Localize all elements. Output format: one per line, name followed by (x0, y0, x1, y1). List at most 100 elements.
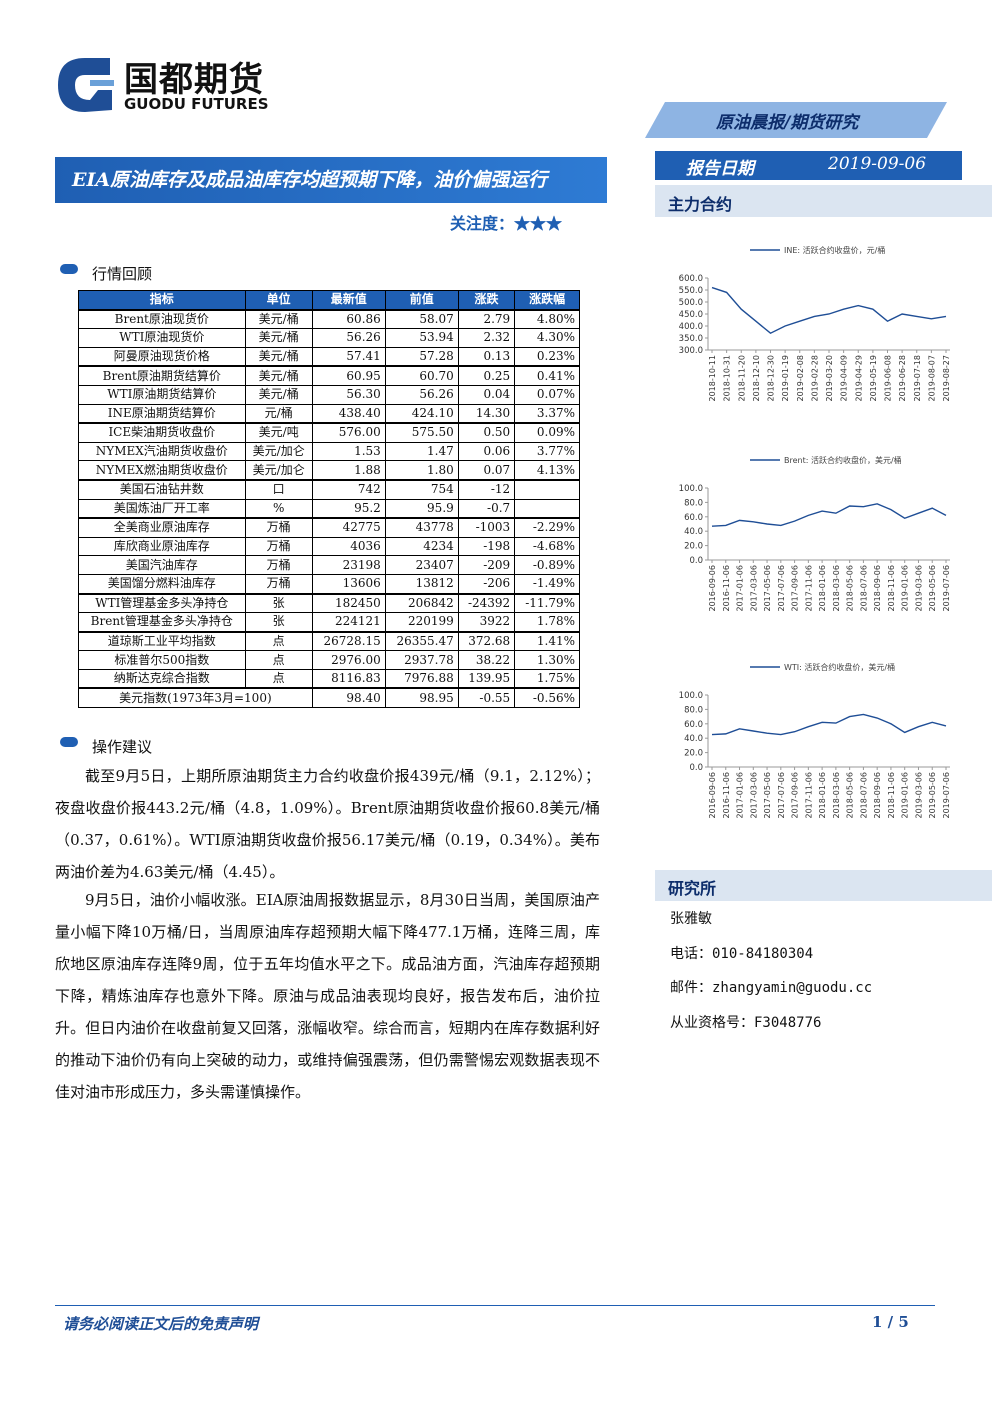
table-cell: 1.41% (514, 630, 580, 652)
table-cell: 3.77% (514, 441, 580, 462)
contract-heading: 主力合约 (668, 195, 733, 214)
institute-bar (655, 870, 992, 901)
table-cell: 美国石油钻井数 (78, 478, 246, 500)
table-cell: 点 (244, 630, 313, 652)
x-tick-label: 2018-10-11 (708, 355, 717, 402)
x-tick-label: 2018-03-06 (832, 565, 841, 612)
table-cell: 1.88 (311, 460, 386, 481)
table-cell: -1.49% (514, 573, 580, 595)
section-icon (60, 264, 78, 274)
table-cell: 98.40 (311, 687, 386, 709)
table-cell: 美元/加仑 (244, 441, 313, 462)
y-tick-label: 100.0 (679, 484, 703, 494)
x-tick-label: 2018-01-06 (818, 772, 827, 819)
x-tick-label: 2019-08-07 (927, 355, 936, 402)
x-tick-label: 2018-11-06 (887, 772, 896, 819)
license: 从业资格号：F3048776 (670, 1015, 822, 1031)
chart: INE: 活跃合约收盘价，元/桶 300.0 350.0 400.0 450.0 500.… (679, 245, 951, 402)
y-tick-label: 40.0 (684, 527, 703, 537)
company-en: GUODU FUTURES (124, 95, 269, 113)
chart: WTI: 活跃合约收盘价，美元/桶 0.0 20.0 40.0 60.0 80.0 100.… (679, 662, 951, 819)
table-row: 美国炼油厂开工率% 95.2 95.9 -0.7 (78, 498, 580, 519)
x-tick-label: 2019-01-06 (901, 772, 910, 819)
x-tick-label: 2018-09-06 (873, 772, 882, 819)
table-cell: 7976.88 (384, 668, 459, 689)
x-tick-label: 2016-11-06 (722, 565, 731, 612)
table-cell (514, 478, 580, 500)
table-cell: 口 (244, 478, 313, 500)
legend: INE: 活跃合约收盘价，元/桶 (784, 245, 885, 255)
y-tick-label: 40.0 (684, 734, 703, 744)
x-tick-label: 2019-05-19 (869, 355, 878, 402)
table-row: 美国馏分燃料油库存 万桶 13606 13812 -206 -1.49% (78, 573, 580, 595)
table-row: WTI管理基金多头净持仓张 182450 206842 -24392 -11.79% (78, 592, 580, 614)
x-tick-label: 2019-08-27 (942, 355, 951, 402)
table-cell: 1.53 (311, 441, 386, 462)
table-cell: NYMEX燃油期货收盘价 (78, 460, 246, 481)
table-cell: INE原油期货结算价 (78, 403, 246, 424)
table-cell: 0.41% (514, 365, 580, 386)
table-cell: 95.2 (311, 498, 386, 519)
table-cell: 张 (244, 592, 313, 614)
table-cell: 道琼斯工业平均指数 (78, 630, 246, 652)
table-cell: 53.94 (384, 328, 459, 348)
table-cell: 万桶 (244, 517, 313, 538)
table-cell: 2937.78 (384, 650, 459, 670)
table-cell: 42775 (311, 517, 386, 538)
x-tick-label: 2016-11-06 (722, 772, 731, 819)
table-cell: 全美商业原油库存 (78, 517, 246, 538)
table-cell: 2.79 (457, 308, 516, 330)
x-tick-label: 2017-09-06 (791, 772, 800, 819)
paragraph: 截至9月5日，上期所原油期货主力合约收盘价报439元/桶（9.1，2.12%）；… (55, 767, 600, 881)
table-cell: 0.07% (514, 384, 580, 405)
table-cell: -0.55 (457, 687, 516, 709)
x-tick-label: 2018-11-06 (887, 565, 896, 612)
table-row: Brent原油现货价 美元/桶 60.86 58.07 2.79 4.80% (78, 308, 580, 330)
table-cell: 标准普尔500指数 (78, 650, 246, 670)
table-cell: Brent原油现货价 (78, 308, 246, 330)
table-row: NYMEX汽油期货收盘价 美元/加仑 1.53 1.47 0.06 3.77% (78, 441, 580, 462)
date-bar (655, 151, 962, 180)
x-tick-label: 2018-07-06 (859, 772, 868, 819)
footer-rule (55, 1305, 935, 1306)
x-tick-label: 2018-07-06 (859, 565, 868, 612)
x-tick-label: 2019-03-06 (914, 565, 923, 612)
table-cell: -24392 (457, 592, 516, 614)
table-cell: -206 (457, 573, 516, 595)
x-tick-label: 2017-07-06 (777, 565, 786, 612)
table-cell: 23198 (311, 555, 386, 575)
x-tick-label: 2018-05-06 (846, 565, 855, 612)
table-cell: 60.95 (311, 365, 386, 386)
x-tick-label: 2019-06-08 (884, 355, 893, 402)
table-cell: 23407 (384, 555, 459, 575)
y-tick-label: 300.0 (679, 346, 703, 356)
table-cell: 点 (244, 668, 313, 689)
table-cell: 0.07 (457, 460, 516, 481)
y-tick-label: 100.0 (679, 691, 703, 701)
x-tick-label: 2018-12-10 (752, 355, 761, 402)
x-tick-label: 2017-09-06 (791, 565, 800, 612)
legend: WTI: 活跃合约收盘价，美元/桶 (784, 662, 895, 672)
y-tick-label: 500.0 (679, 298, 703, 308)
y-tick-label: 20.0 (684, 749, 703, 759)
table-cell: 阿曼原油现货价格 (78, 346, 246, 367)
table-row: NYMEX燃油期货收盘价 美元/加仑 1.88 1.80 0.07 4.13% (78, 460, 580, 481)
table-cell: 3.37% (514, 403, 580, 424)
table-cell: 2976.00 (311, 650, 386, 670)
table-row: Brent原油期货结算价 美元/桶 60.95 60.70 0.25 0.41% (78, 365, 580, 386)
table-cell: 60.86 (311, 308, 386, 330)
table-cell: 美元指数(1973年3月=100) (78, 687, 313, 709)
table-row: WTI原油期货结算价 美元/桶 56.30 56.26 0.04 0.07% (78, 384, 580, 405)
x-tick-label: 2019-06-28 (898, 355, 907, 402)
table-cell: 13812 (384, 573, 459, 595)
table-cell (514, 498, 580, 519)
x-tick-label: 2019-07-06 (942, 772, 951, 819)
table-cell: 张 (244, 612, 313, 633)
header-row: 指标 单位 最新值 前值 涨跌 涨跌幅 (78, 289, 580, 311)
table-cell: ICE柴油期货收盘价 (78, 422, 246, 443)
x-tick-label: 2019-05-06 (928, 772, 937, 819)
table-cell: 1.75% (514, 668, 580, 689)
x-tick-label: 2019-05-06 (928, 565, 937, 612)
table-cell: 60.70 (384, 365, 459, 386)
